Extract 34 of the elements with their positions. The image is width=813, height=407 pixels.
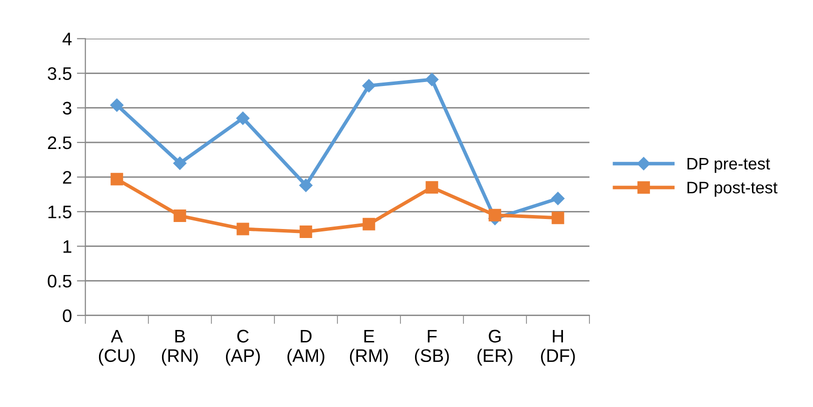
x-tick-label: F (SB) bbox=[414, 330, 449, 366]
point bbox=[299, 178, 312, 192]
x-tick-label: G (ER) bbox=[477, 330, 512, 366]
point bbox=[426, 181, 438, 194]
y-tick-label: 4 bbox=[62, 32, 72, 46]
y-tick-label: 2 bbox=[63, 170, 72, 184]
point bbox=[551, 192, 565, 206]
point bbox=[173, 156, 186, 170]
point bbox=[236, 112, 250, 125]
x-tick-label: H (DF) bbox=[540, 330, 575, 366]
legend-label: DP post-test bbox=[688, 182, 778, 197]
x-tick-label: B (RN) bbox=[162, 330, 198, 366]
point bbox=[110, 98, 124, 112]
y-tick-label: 2.5 bbox=[48, 136, 72, 150]
point bbox=[425, 72, 438, 86]
point bbox=[110, 172, 124, 186]
y-tick-label: 3 bbox=[62, 102, 72, 115]
x-tick-label: A (CU) bbox=[98, 330, 135, 366]
point bbox=[174, 210, 186, 222]
x-tick-label: D (AM) bbox=[287, 330, 324, 366]
y-tick-label: 0 bbox=[62, 309, 72, 322]
point bbox=[362, 79, 376, 92]
point bbox=[362, 218, 376, 230]
point bbox=[300, 225, 312, 238]
point bbox=[552, 212, 564, 224]
x-tick-label: C (AP) bbox=[226, 330, 260, 366]
y-tick-label: 1 bbox=[64, 240, 72, 253]
legend-label: DP pre-test bbox=[688, 158, 770, 173]
y-tick-label: 1.5 bbox=[48, 206, 72, 218]
point bbox=[488, 208, 502, 222]
y-tick-label: 3.5 bbox=[48, 67, 72, 80]
x-tick-label: E (RM) bbox=[350, 330, 388, 366]
point bbox=[236, 222, 250, 236]
y-tick-label: 0.5 bbox=[48, 274, 72, 288]
